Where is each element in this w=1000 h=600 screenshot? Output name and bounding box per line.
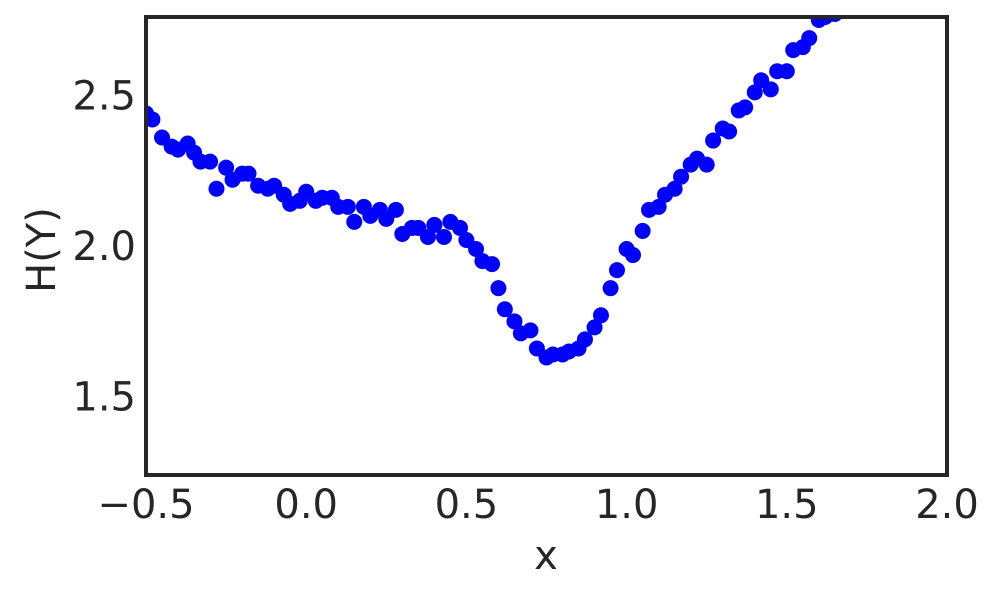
y-tick-label: 1.5	[72, 375, 136, 421]
point	[496, 301, 513, 318]
plot-frame	[144, 15, 949, 477]
x-tick-label: 2.0	[915, 482, 979, 528]
point	[778, 63, 795, 80]
point	[721, 123, 738, 140]
point	[218, 159, 235, 176]
point	[339, 198, 356, 215]
point	[468, 241, 485, 258]
point	[746, 84, 763, 101]
point	[208, 180, 225, 197]
x-tick-label: 1.0	[595, 482, 659, 528]
point	[801, 30, 818, 47]
point	[650, 198, 667, 215]
point	[592, 307, 609, 324]
point	[666, 180, 683, 197]
x-tick-label: 0.0	[274, 482, 338, 528]
point	[576, 331, 593, 348]
point	[762, 81, 779, 98]
point	[634, 222, 651, 239]
point	[506, 313, 523, 330]
point	[673, 168, 690, 185]
point	[419, 228, 436, 245]
x-tick-label: 1.5	[755, 482, 819, 528]
point	[608, 262, 625, 279]
point	[346, 213, 363, 230]
x-axis-label: x	[534, 533, 558, 579]
point	[240, 165, 257, 182]
point	[586, 319, 603, 336]
point	[737, 99, 754, 116]
point	[484, 256, 501, 273]
point	[490, 280, 507, 297]
point	[146, 111, 161, 128]
point	[602, 280, 619, 297]
point	[426, 216, 443, 233]
y-tick-label: 2.0	[72, 224, 136, 270]
plot-area	[146, 17, 843, 366]
point	[202, 153, 219, 170]
point	[827, 17, 843, 22]
point	[625, 247, 642, 264]
point	[451, 219, 468, 236]
point	[435, 228, 452, 245]
point	[387, 201, 404, 218]
y-tick-label: 2.5	[72, 73, 136, 119]
y-axis-label: H(Y)	[19, 207, 65, 293]
x-tick-label: 0.5	[435, 482, 499, 528]
point	[705, 132, 722, 149]
point	[522, 322, 539, 339]
point	[698, 156, 715, 173]
x-tick-label: −0.5	[97, 482, 194, 528]
